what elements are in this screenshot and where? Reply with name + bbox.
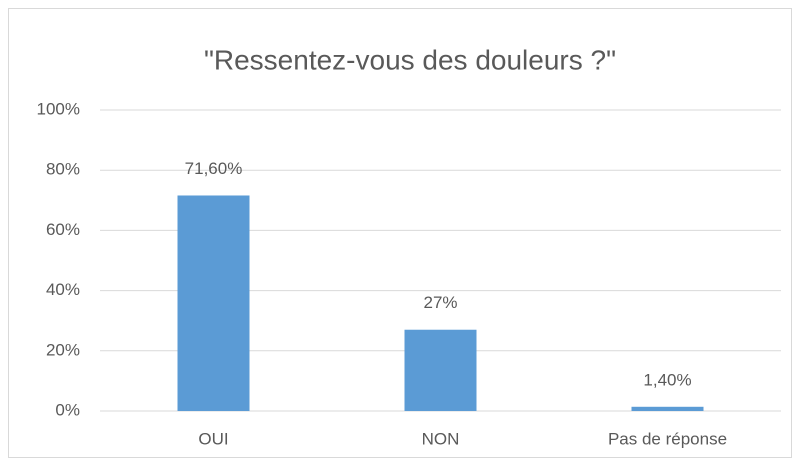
x-tick-label: NON xyxy=(422,429,460,448)
bar xyxy=(404,329,477,411)
bar xyxy=(177,195,250,411)
data-label: 27% xyxy=(423,293,457,312)
data-label: 71,60% xyxy=(185,159,243,178)
data-label: 1,40% xyxy=(643,370,691,389)
y-tick-label: 80% xyxy=(46,160,80,179)
y-tick-label: 60% xyxy=(46,220,80,239)
x-tick-label: Pas de réponse xyxy=(608,429,727,448)
y-tick-label: 0% xyxy=(55,400,80,419)
y-tick-label: 100% xyxy=(37,99,80,118)
y-tick-label: 40% xyxy=(46,280,80,299)
bar xyxy=(631,406,704,411)
x-tick-label: OUI xyxy=(198,429,228,448)
y-tick-label: 20% xyxy=(46,340,80,359)
chart-border xyxy=(8,8,792,458)
chart-title: "Ressentez-vous des douleurs ?" xyxy=(204,44,616,75)
